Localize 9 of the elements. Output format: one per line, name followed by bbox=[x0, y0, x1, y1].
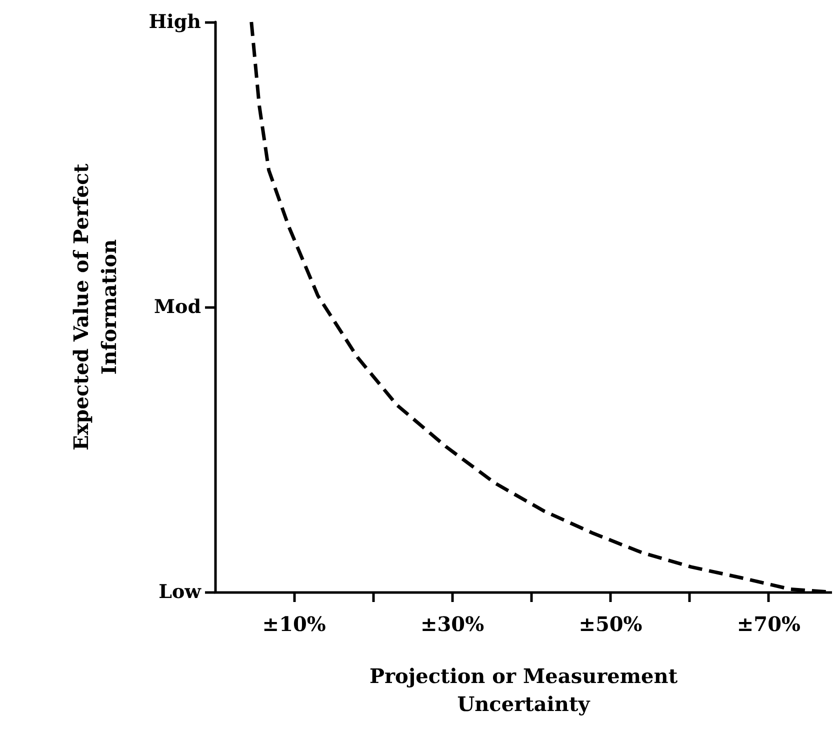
text: Mod bbox=[154, 296, 201, 318]
text: Low bbox=[158, 581, 202, 603]
x-tick-label: ±30% bbox=[420, 612, 484, 636]
x-tick-label: ±10% bbox=[262, 612, 326, 636]
y-axis-title: Expected Value of Perfect Information bbox=[69, 162, 121, 450]
x-tick-label: ±70% bbox=[736, 612, 801, 636]
x-tick-label: ±50% bbox=[578, 612, 642, 636]
x-axis-title: Projection or Measurement Uncertainty bbox=[369, 664, 678, 716]
text: High bbox=[148, 11, 202, 33]
